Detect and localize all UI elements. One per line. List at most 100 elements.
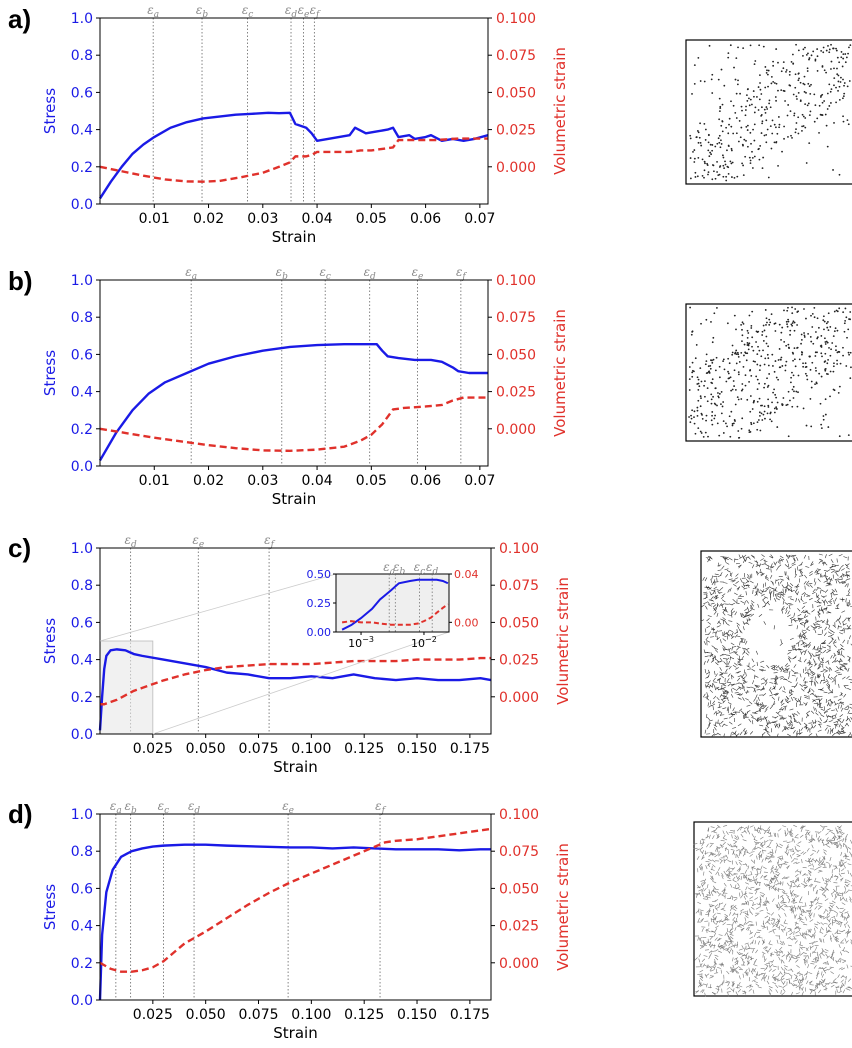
y-tick-label-left: 0.2 bbox=[71, 160, 93, 176]
y-tick-label-right: 0.075 bbox=[496, 310, 536, 326]
x-tick-label: 0.075 bbox=[238, 1007, 278, 1023]
y-tick-label-right: 0.075 bbox=[499, 844, 539, 860]
chart-panel-4: d) εa εb εc εd εe εf 0.0 0.2 0.4 0.6 0.8 1.0 0.000 0.0… bbox=[8, 799, 852, 1042]
y-tick-label-right: 0.075 bbox=[499, 578, 539, 594]
x-axis-label: Strain bbox=[272, 490, 316, 508]
y-tick-label-left: 0.6 bbox=[71, 347, 93, 363]
volumetric-strain-line bbox=[99, 827, 492, 973]
inset-x-tick-label: 10−3 bbox=[348, 635, 374, 650]
strain-marker-label: εc bbox=[158, 799, 170, 816]
x-tick-label: 0.175 bbox=[450, 741, 490, 757]
particle-snapshot-3 bbox=[700, 550, 852, 738]
x-tick-label: 0.02 bbox=[193, 473, 224, 489]
y-axis-label-right: Volumetric strain bbox=[551, 309, 569, 437]
volumetric-strain-line bbox=[100, 656, 491, 706]
inset-y-tick-label-right: 0.04 bbox=[454, 568, 479, 581]
particle-snapshot-2 bbox=[685, 303, 852, 442]
y-tick-label-right: 0.050 bbox=[496, 347, 536, 363]
y-tick-label-left: 0.8 bbox=[71, 310, 93, 326]
x-tick-label: 0.150 bbox=[397, 1007, 437, 1023]
y-tick-label-left: 0.4 bbox=[71, 123, 93, 139]
inset-connector bbox=[99, 573, 337, 642]
y-axis-label-right: Volumetric strain bbox=[551, 47, 569, 175]
y-tick-label-right: 0.100 bbox=[499, 807, 539, 823]
inset-volumetric-line bbox=[341, 603, 449, 626]
x-tick-label: 0.04 bbox=[301, 473, 332, 489]
inset-marker-label: εa bbox=[383, 560, 395, 577]
x-axis-label: Strain bbox=[273, 758, 317, 776]
x-tick-label: 0.01 bbox=[139, 211, 170, 227]
x-tick-label: 0.100 bbox=[291, 1007, 331, 1023]
panel-letter: a) bbox=[8, 4, 31, 34]
y-tick-label-right: 0.050 bbox=[499, 881, 539, 897]
y-tick-label-right: 0.100 bbox=[499, 541, 539, 557]
x-tick-label: 0.025 bbox=[133, 1007, 173, 1023]
x-tick-label: 0.150 bbox=[397, 741, 437, 757]
y-tick-label-left: 1.0 bbox=[71, 11, 93, 27]
strain-marker-label: εc bbox=[319, 265, 331, 282]
volumetric-strain-line bbox=[99, 137, 488, 183]
particle-snapshot-1 bbox=[685, 39, 852, 185]
x-tick-label: 0.100 bbox=[291, 741, 331, 757]
x-axis-label: Strain bbox=[272, 228, 316, 246]
panel-letter: d) bbox=[8, 799, 33, 829]
y-tick-label-left: 0.0 bbox=[71, 993, 93, 1009]
x-tick-label: 0.04 bbox=[301, 211, 332, 227]
stress-line bbox=[98, 843, 491, 1001]
x-tick-label: 0.125 bbox=[344, 741, 384, 757]
y-tick-label-right: 0.025 bbox=[496, 385, 536, 401]
stress-line bbox=[98, 648, 492, 731]
y-tick-label-right: 0.075 bbox=[496, 48, 536, 64]
chart-panel-3: c) εd εe εf 0.0 0.2 0.4 0.6 0.8 1.0 0.000 0.025 0.05… bbox=[8, 533, 852, 776]
strain-marker-label: εa bbox=[110, 799, 122, 816]
x-tick-label: 0.025 bbox=[133, 741, 173, 757]
y-tick-label-left: 0.2 bbox=[71, 422, 93, 438]
y-tick-label-left: 0.2 bbox=[71, 956, 93, 972]
x-tick-label: 0.07 bbox=[464, 473, 495, 489]
y-tick-label-left: 0.6 bbox=[71, 615, 93, 631]
y-tick-label-right: 0.100 bbox=[496, 273, 536, 289]
y-axis-label-right: Volumetric strain bbox=[554, 577, 572, 705]
y-axis-label-left: Stress bbox=[41, 350, 59, 396]
y-tick-label-right: 0.000 bbox=[496, 422, 536, 438]
chart-panel-2: b) εa εb εc εd εe εf 0.0 0.2 0.4 0.6 0.8 1.0 0.000 0.0… bbox=[8, 265, 852, 508]
strain-marker-label: εf bbox=[264, 533, 275, 550]
y-tick-label-left: 0.6 bbox=[71, 881, 93, 897]
x-tick-label: 0.050 bbox=[186, 1007, 226, 1023]
y-tick-label-left: 0.8 bbox=[71, 844, 93, 860]
y-tick-label-left: 0.4 bbox=[71, 919, 93, 935]
y-tick-label-left: 0.4 bbox=[71, 385, 93, 401]
y-tick-label-left: 0.8 bbox=[71, 578, 93, 594]
y-tick-label-left: 0.0 bbox=[71, 459, 93, 475]
x-tick-label: 0.03 bbox=[247, 473, 278, 489]
y-axis-label-left: Stress bbox=[41, 618, 59, 664]
plot-frame bbox=[99, 279, 489, 467]
y-tick-label-right: 0.100 bbox=[496, 11, 536, 27]
x-tick-label: 0.05 bbox=[356, 211, 387, 227]
x-tick-label: 0.075 bbox=[238, 741, 278, 757]
y-tick-label-left: 0.0 bbox=[71, 197, 93, 213]
y-tick-label-right: 0.000 bbox=[499, 956, 539, 972]
strain-marker-label: εb bbox=[125, 799, 137, 816]
strain-marker-label: εa bbox=[185, 265, 197, 282]
inset-connector bbox=[152, 631, 450, 735]
strain-marker-label: εc bbox=[242, 3, 254, 20]
strain-marker-label: εb bbox=[276, 265, 288, 282]
strain-marker-label: εe bbox=[412, 265, 424, 282]
strain-marker-label: εf bbox=[456, 265, 467, 282]
y-tick-label-right: 0.025 bbox=[499, 919, 539, 935]
x-tick-label: 0.02 bbox=[193, 211, 224, 227]
inset-y-tick-label-left: 0.50 bbox=[307, 568, 332, 581]
strain-marker-label: εd bbox=[364, 265, 376, 282]
strain-marker-label: εf bbox=[375, 799, 386, 816]
y-tick-label-right: 0.000 bbox=[499, 690, 539, 706]
x-tick-label: 0.01 bbox=[139, 473, 170, 489]
inset-y-tick-label-left: 0.25 bbox=[307, 597, 332, 610]
plot-frame bbox=[99, 17, 489, 205]
strain-marker-label: εd bbox=[285, 3, 297, 20]
panel-letter: c) bbox=[8, 533, 31, 563]
y-tick-label-left: 0.0 bbox=[71, 727, 93, 743]
particle-snapshot-4 bbox=[693, 821, 852, 997]
strain-marker-label: εe bbox=[192, 533, 204, 550]
